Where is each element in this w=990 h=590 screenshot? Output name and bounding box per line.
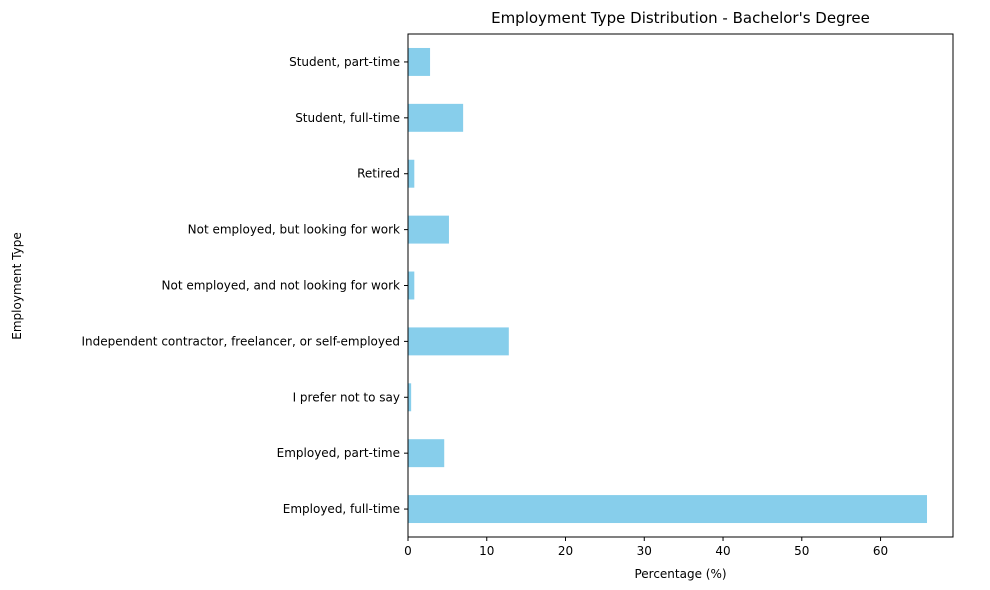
x-tick-label: 20 (558, 544, 573, 558)
y-axis-label: Employment Type (10, 232, 24, 339)
y-tick-label: Employed, full-time (283, 502, 400, 516)
y-tick-label: Student, full-time (295, 111, 400, 125)
x-tick-label: 50 (794, 544, 809, 558)
chart-title: Employment Type Distribution - Bachelor'… (491, 9, 870, 27)
bar-student-full-time (408, 103, 464, 132)
y-tick-label: Not employed, but looking for work (188, 223, 400, 237)
x-axis-label: Percentage (%) (634, 567, 726, 581)
y-tick-label: I prefer not to say (293, 390, 400, 404)
x-axis-ticks: 0 10 20 30 40 50 60 (404, 537, 888, 558)
y-tick-label: Student, part-time (289, 55, 400, 69)
bar-employed-part-time (408, 439, 445, 468)
y-axis-ticks: Employed, full-time Employed, part-time I … (81, 55, 408, 516)
bar-not-employed-and-not-looking-for-work (408, 271, 415, 300)
bar-student-part-time (408, 47, 431, 76)
bar-retired (408, 159, 415, 188)
y-tick-label: Retired (357, 167, 400, 181)
x-tick-label: 60 (873, 544, 888, 558)
x-tick-label: 40 (715, 544, 730, 558)
plot-frame (407, 33, 954, 538)
bar-employed-full-time (408, 495, 928, 524)
x-tick-label: 10 (479, 544, 494, 558)
bar-i-prefer-not-to-say (408, 383, 412, 412)
y-tick-label: Independent contractor, freelancer, or s… (81, 334, 400, 348)
y-tick-label: Employed, part-time (277, 446, 400, 460)
x-tick-label: 0 (404, 544, 412, 558)
bar-not-employed-but-looking-for-work (408, 215, 449, 244)
bar-independent-contractor-freelancer-or-self-employed (408, 327, 509, 356)
x-tick-label: 30 (637, 544, 652, 558)
bars-group (408, 47, 928, 524)
y-tick-label: Not employed, and not looking for work (162, 279, 401, 293)
